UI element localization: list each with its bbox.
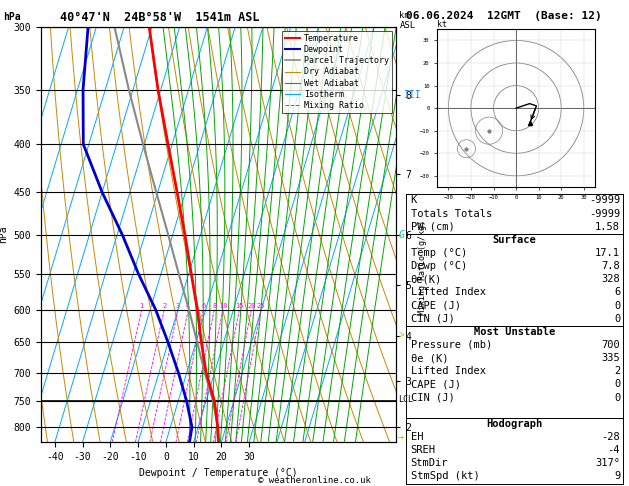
Text: -9999: -9999 [589, 208, 620, 219]
Text: 0: 0 [614, 393, 620, 402]
Text: PW (cm): PW (cm) [411, 222, 455, 232]
Text: 1: 1 [140, 303, 144, 309]
Text: -28: -28 [601, 432, 620, 442]
Text: 3: 3 [176, 303, 180, 309]
Text: Surface: Surface [493, 235, 536, 245]
Text: -9999: -9999 [589, 195, 620, 206]
Text: 0: 0 [614, 300, 620, 311]
Text: Mixing Ratio (g/kg): Mixing Ratio (g/kg) [418, 220, 427, 315]
Text: 9: 9 [614, 471, 620, 482]
Text: Dewp (°C): Dewp (°C) [411, 261, 467, 271]
Text: -4: -4 [608, 445, 620, 455]
Text: CAPE (J): CAPE (J) [411, 300, 460, 311]
Text: 2: 2 [614, 366, 620, 376]
Text: SREH: SREH [411, 445, 436, 455]
Text: 40°47'N  24B°58'W  1541m ASL: 40°47'N 24B°58'W 1541m ASL [60, 11, 259, 24]
Text: CAPE (J): CAPE (J) [411, 380, 460, 389]
Text: CIN (J): CIN (J) [411, 313, 455, 324]
Text: StmDir: StmDir [411, 458, 448, 468]
Text: >: > [398, 331, 404, 341]
Text: 317°: 317° [595, 458, 620, 468]
Text: 7.8: 7.8 [601, 261, 620, 271]
Legend: Temperature, Dewpoint, Parcel Trajectory, Dry Adiabat, Wet Adiabat, Isotherm, Mi: Temperature, Dewpoint, Parcel Trajectory… [282, 31, 392, 113]
Text: 1.58: 1.58 [595, 222, 620, 232]
Text: 6: 6 [614, 287, 620, 297]
Text: 15: 15 [235, 303, 243, 309]
Text: 0: 0 [614, 313, 620, 324]
Text: LCL: LCL [398, 395, 413, 404]
Text: 20: 20 [247, 303, 255, 309]
Text: 4: 4 [186, 303, 191, 309]
Y-axis label: hPa: hPa [0, 226, 8, 243]
Text: Totals Totals: Totals Totals [411, 208, 492, 219]
Text: hPa: hPa [3, 12, 21, 22]
Text: 25: 25 [257, 303, 265, 309]
Text: 700: 700 [601, 340, 620, 350]
Text: θe (K): θe (K) [411, 353, 448, 363]
Text: 2: 2 [162, 303, 166, 309]
Text: © weatheronline.co.uk: © weatheronline.co.uk [258, 476, 371, 485]
Text: 0: 0 [614, 380, 620, 389]
Text: 335: 335 [601, 353, 620, 363]
Text: Most Unstable: Most Unstable [474, 327, 555, 337]
Text: Hodograph: Hodograph [486, 419, 542, 429]
Text: 17.1: 17.1 [595, 248, 620, 258]
Text: 8: 8 [212, 303, 216, 309]
Text: K: K [411, 195, 417, 206]
Text: Lifted Index: Lifted Index [411, 287, 486, 297]
Text: Pressure (mb): Pressure (mb) [411, 340, 492, 350]
Text: StmSpd (kt): StmSpd (kt) [411, 471, 479, 482]
Text: 6: 6 [201, 303, 205, 309]
X-axis label: Dewpoint / Temperature (°C): Dewpoint / Temperature (°C) [139, 468, 298, 478]
Text: EH: EH [411, 432, 423, 442]
Text: III: III [404, 90, 421, 101]
Text: Temp (°C): Temp (°C) [411, 248, 467, 258]
Text: CIN (J): CIN (J) [411, 393, 455, 402]
Text: km
ASL: km ASL [399, 11, 416, 30]
Text: 06.06.2024  12GMT  (Base: 12): 06.06.2024 12GMT (Base: 12) [406, 11, 601, 21]
Text: 328: 328 [601, 274, 620, 284]
Text: G: G [398, 230, 404, 240]
Text: 10: 10 [219, 303, 227, 309]
Text: kt: kt [437, 20, 447, 29]
Text: →: → [398, 433, 403, 442]
Text: θe(K): θe(K) [411, 274, 442, 284]
Text: Lifted Index: Lifted Index [411, 366, 486, 376]
